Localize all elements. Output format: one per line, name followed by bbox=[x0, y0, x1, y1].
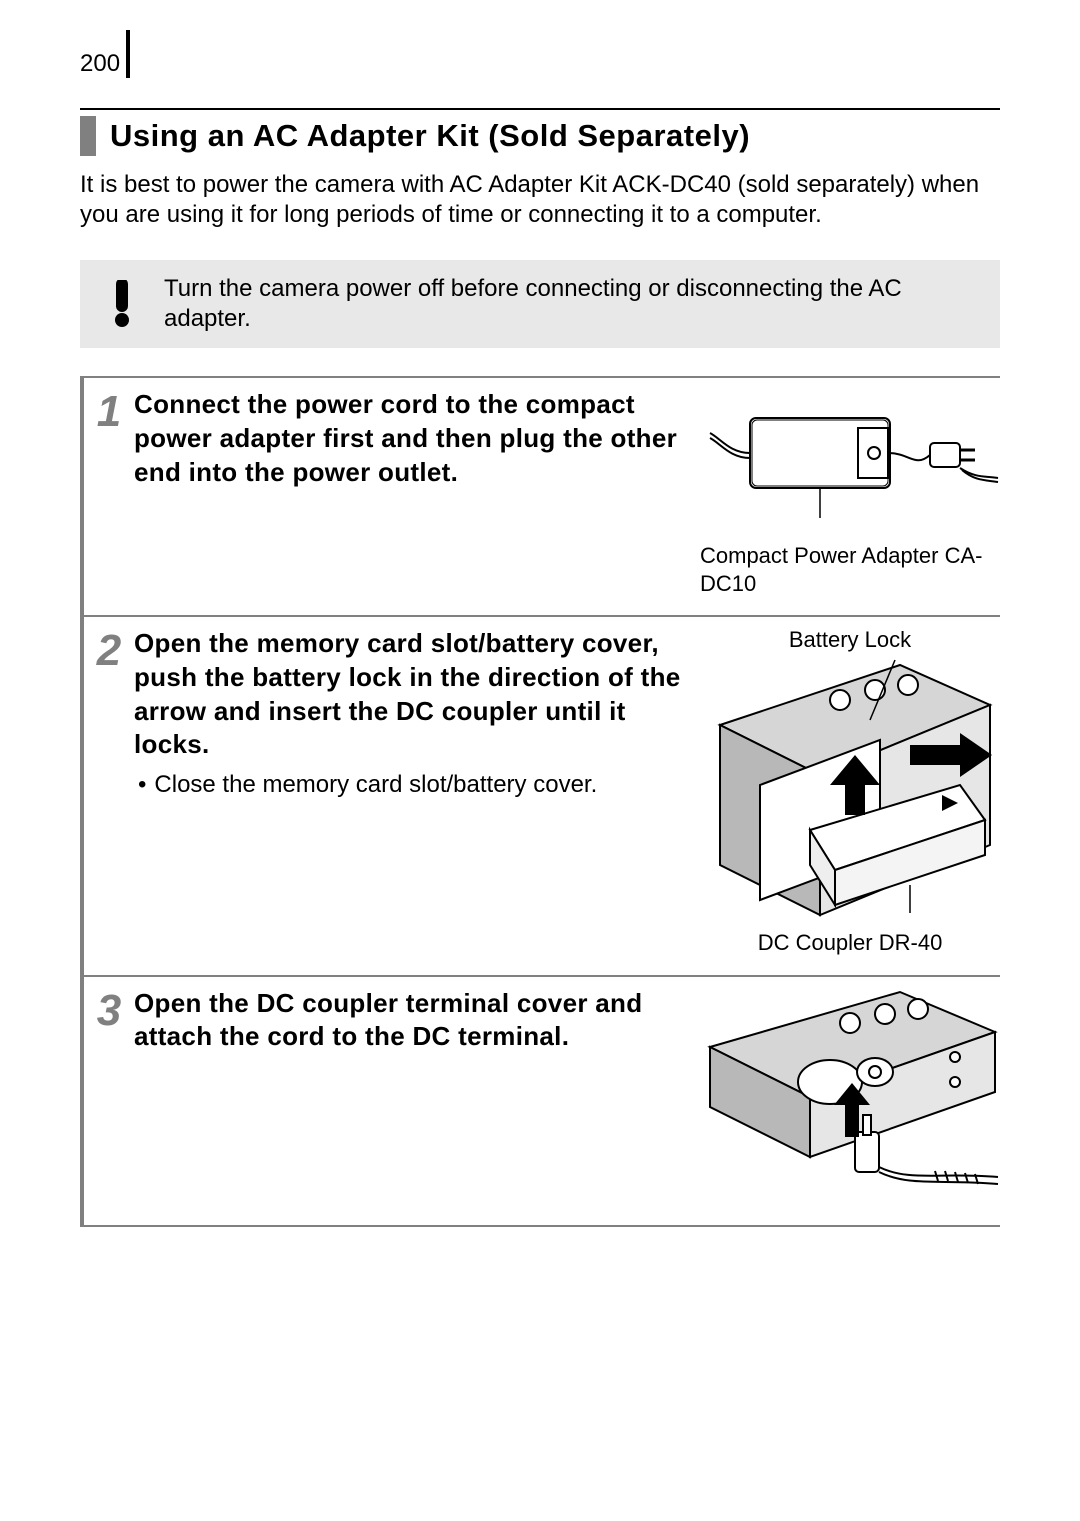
step-bullet: • Close the memory card slot/battery cov… bbox=[134, 770, 682, 800]
step-row: 1 Connect the power cord to the compact … bbox=[84, 378, 1000, 615]
figure-top-label: Battery Lock bbox=[789, 627, 911, 653]
warning-box: Turn the camera power off before connect… bbox=[80, 260, 1000, 348]
step-figure bbox=[700, 987, 1000, 1207]
section-top-rule bbox=[80, 108, 1000, 110]
exclamation-icon bbox=[98, 280, 146, 328]
page-number-container: 200 bbox=[80, 30, 1000, 78]
bullet-dot-icon: • bbox=[134, 770, 154, 800]
step-bullet-text: Close the memory card slot/battery cover… bbox=[154, 770, 597, 800]
figure-caption: DC Coupler DR-40 bbox=[758, 929, 943, 957]
step-title: Open the DC coupler terminal cover and a… bbox=[134, 987, 682, 1055]
step-title: Open the memory card slot/battery cover,… bbox=[134, 627, 682, 762]
heading-accent-bar bbox=[80, 116, 96, 156]
page-number: 200 bbox=[80, 30, 130, 78]
step-title: Connect the power cord to the compact po… bbox=[134, 388, 682, 489]
step-text-block: Open the memory card slot/battery cover,… bbox=[134, 627, 682, 957]
step-number: 2 bbox=[84, 627, 134, 957]
warning-text: Turn the camera power off before connect… bbox=[164, 274, 982, 334]
section-heading-row: Using an AC Adapter Kit (Sold Separately… bbox=[80, 116, 1000, 156]
step-text-block: Open the DC coupler terminal cover and a… bbox=[134, 987, 682, 1207]
power-adapter-illustration bbox=[700, 388, 1000, 538]
step-figure: Battery Lock bbox=[700, 627, 1000, 957]
step-rule bbox=[84, 1225, 1000, 1227]
figure-caption: Compact Power Adapter CA-DC10 bbox=[700, 542, 1000, 597]
step-row: 2 Open the memory card slot/battery cove… bbox=[84, 617, 1000, 975]
step-number: 3 bbox=[84, 987, 134, 1207]
step-text-block: Connect the power cord to the compact po… bbox=[134, 388, 682, 597]
step-figure: Compact Power Adapter CA-DC10 bbox=[700, 388, 1000, 597]
dc-terminal-illustration bbox=[700, 987, 1000, 1207]
steps-container: 1 Connect the power cord to the compact … bbox=[80, 376, 1000, 1227]
step-row: 3 Open the DC coupler terminal cover and… bbox=[84, 977, 1000, 1225]
battery-lock-illustration bbox=[700, 655, 1000, 925]
step-number: 1 bbox=[84, 388, 134, 597]
intro-paragraph: It is best to power the camera with AC A… bbox=[80, 170, 1000, 230]
section-heading: Using an AC Adapter Kit (Sold Separately… bbox=[110, 116, 750, 156]
